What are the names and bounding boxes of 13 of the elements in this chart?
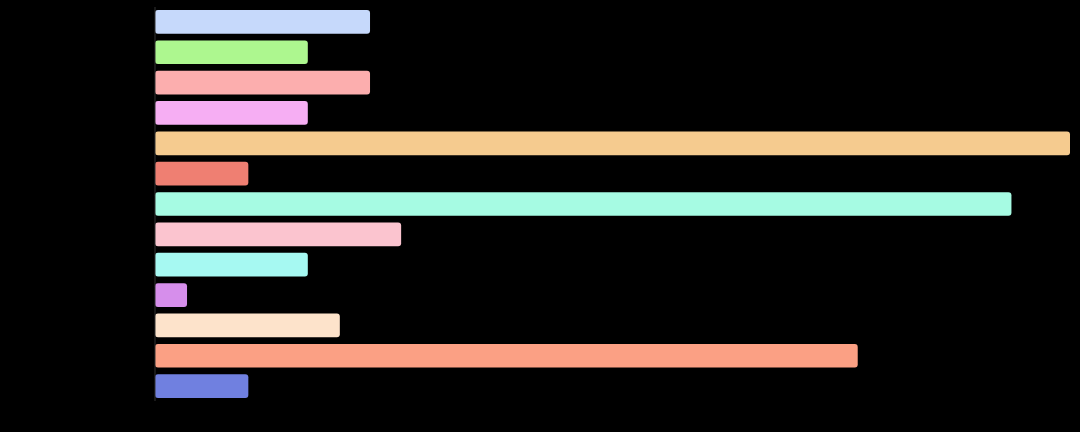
bar [155, 283, 188, 307]
bar [155, 70, 371, 95]
bar [155, 101, 308, 125]
bar [155, 192, 1012, 216]
bar [155, 252, 308, 277]
bar [155, 10, 371, 34]
bar [155, 40, 308, 65]
bar [155, 343, 858, 368]
bar [155, 131, 1070, 156]
bar [155, 374, 249, 398]
bar [155, 222, 402, 247]
bar [155, 313, 340, 338]
bar [155, 161, 249, 186]
